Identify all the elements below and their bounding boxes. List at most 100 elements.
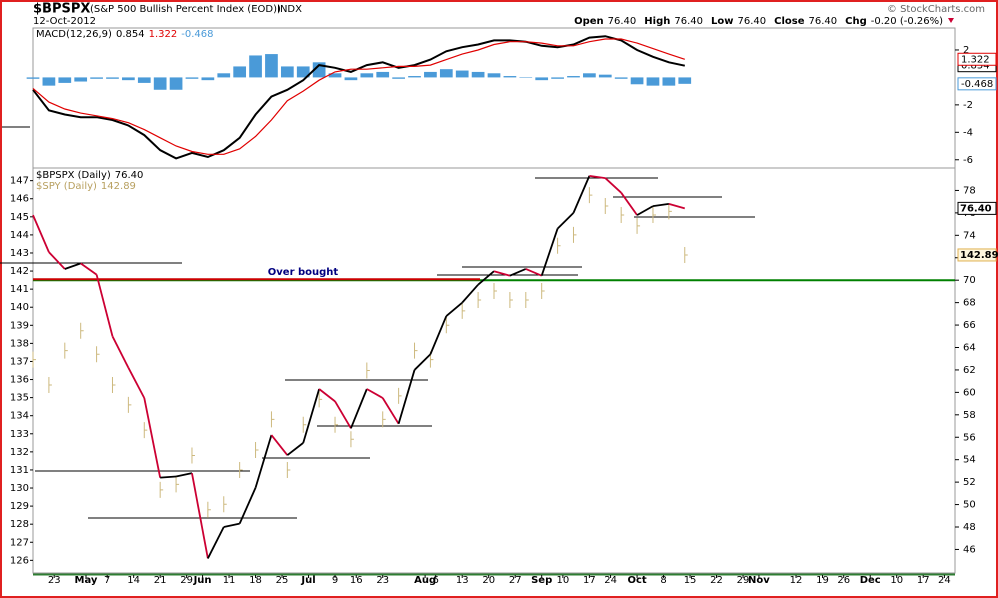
histogram-bar	[503, 76, 517, 78]
price-bar	[684, 246, 688, 263]
last-value-box	[957, 248, 997, 262]
line-segment	[540, 228, 559, 276]
last-value-label: 1.322	[961, 54, 990, 65]
price-bar	[525, 291, 529, 308]
price-bar	[620, 207, 625, 224]
price-bar	[270, 411, 275, 428]
y-tick-label: 136	[10, 375, 29, 386]
price-bar	[509, 291, 513, 308]
y-tick-label: 129	[10, 501, 29, 512]
x-tick-label: 14	[127, 575, 140, 586]
x-tick-label: 7	[104, 575, 110, 586]
histogram-bar	[106, 77, 119, 79]
line-segment	[461, 284, 479, 304]
histogram-bar	[344, 77, 358, 81]
quote-label: Chg	[845, 16, 867, 27]
line-segment	[445, 301, 463, 317]
line-segment	[509, 268, 527, 277]
x-tick-label: 22	[710, 575, 723, 586]
histogram-bar	[583, 73, 596, 78]
legend-value: 1.322	[149, 29, 178, 40]
x-tick-label: Aug	[414, 575, 436, 586]
line-segment	[604, 177, 622, 194]
line-segment	[175, 472, 193, 478]
y-tick-label: 147	[10, 176, 29, 187]
symbol: $BPSPX	[33, 2, 90, 17]
price-bar	[239, 461, 243, 478]
y2-tick-label: 54	[963, 455, 976, 466]
quote-value: -0.20 (-0.26%)	[871, 16, 943, 27]
price-bar	[302, 416, 307, 433]
y2-tick-label: 48	[963, 522, 976, 533]
histogram-bar	[551, 77, 564, 79]
quote-label: Open	[574, 16, 604, 27]
y-tick-label: 138	[10, 338, 29, 349]
y-tick-label: 135	[10, 393, 29, 404]
line-segment	[366, 388, 384, 399]
price-bar	[461, 302, 466, 319]
x-tick-label: 11	[223, 575, 236, 586]
line-segment	[223, 522, 240, 528]
line-segment	[636, 205, 654, 216]
y2-tick-label: 50	[963, 500, 976, 511]
x-tick-label: 8	[660, 575, 666, 586]
y-tick-label: 128	[10, 519, 29, 530]
price-bar	[223, 496, 227, 513]
price-bar	[636, 217, 641, 234]
credit: © StockCharts.com	[887, 4, 985, 15]
last-value-label: 76.40	[960, 203, 992, 214]
x-tick-label: 26	[837, 575, 850, 586]
price-bar	[334, 416, 339, 433]
y-tick-label: -2	[963, 100, 973, 111]
y2-tick-label: 68	[963, 298, 976, 309]
y-tick-label: 137	[10, 356, 29, 367]
x-tick-label: 20	[482, 575, 495, 586]
x-tick-label: 24	[604, 575, 617, 586]
histogram-bar	[471, 71, 485, 78]
line-segment	[286, 442, 304, 456]
histogram-bar	[90, 77, 103, 79]
y2-tick-label: 52	[963, 477, 976, 488]
histogram-bar	[185, 77, 199, 79]
y2-tick-label: 62	[963, 365, 976, 376]
line-segment	[589, 174, 606, 179]
x-tick-label: Sep	[531, 575, 552, 586]
x-tick-label: 18	[249, 575, 262, 586]
line-segment	[477, 270, 495, 286]
price-bar	[382, 411, 386, 428]
line-segment	[254, 434, 273, 488]
histogram-bar	[137, 77, 151, 83]
line-segment	[668, 203, 686, 210]
price-bar	[588, 187, 593, 204]
histogram-bar	[233, 66, 247, 78]
line-segment	[191, 472, 209, 559]
histogram-bar	[662, 77, 676, 86]
line-segment	[111, 335, 130, 369]
y-tick-label: 131	[10, 465, 29, 476]
legend: MACD(12,26,9) 0.854 1.322 -0.468	[36, 29, 213, 40]
histogram-bar	[280, 66, 294, 78]
histogram-bar	[42, 77, 56, 86]
last-value-label: -0.468	[961, 79, 993, 90]
y-tick-label: 134	[10, 411, 29, 422]
price-bar	[366, 362, 370, 379]
x-tick-label: 15	[684, 575, 697, 586]
price-bar	[572, 226, 577, 243]
last-value-box	[957, 201, 997, 215]
histogram-bar	[424, 71, 437, 78]
legend-name: $SPY (Daily)	[36, 181, 97, 192]
y-tick-label: 142	[10, 266, 29, 277]
legend-title: MACD(12,26,9)	[36, 29, 112, 40]
y-tick-label: 2	[963, 45, 969, 56]
legend-name: $BPSPX (Daily)	[36, 170, 111, 181]
annotation: Over bought	[268, 267, 339, 278]
line-segment	[572, 175, 591, 214]
last-value-box	[957, 77, 997, 91]
histogram-bar	[678, 77, 692, 84]
histogram-bar	[74, 77, 88, 82]
quote-value: 76.40	[674, 16, 703, 27]
price-bar	[159, 481, 164, 498]
line-segment	[413, 353, 432, 371]
x-tick-label: 23	[48, 575, 61, 586]
